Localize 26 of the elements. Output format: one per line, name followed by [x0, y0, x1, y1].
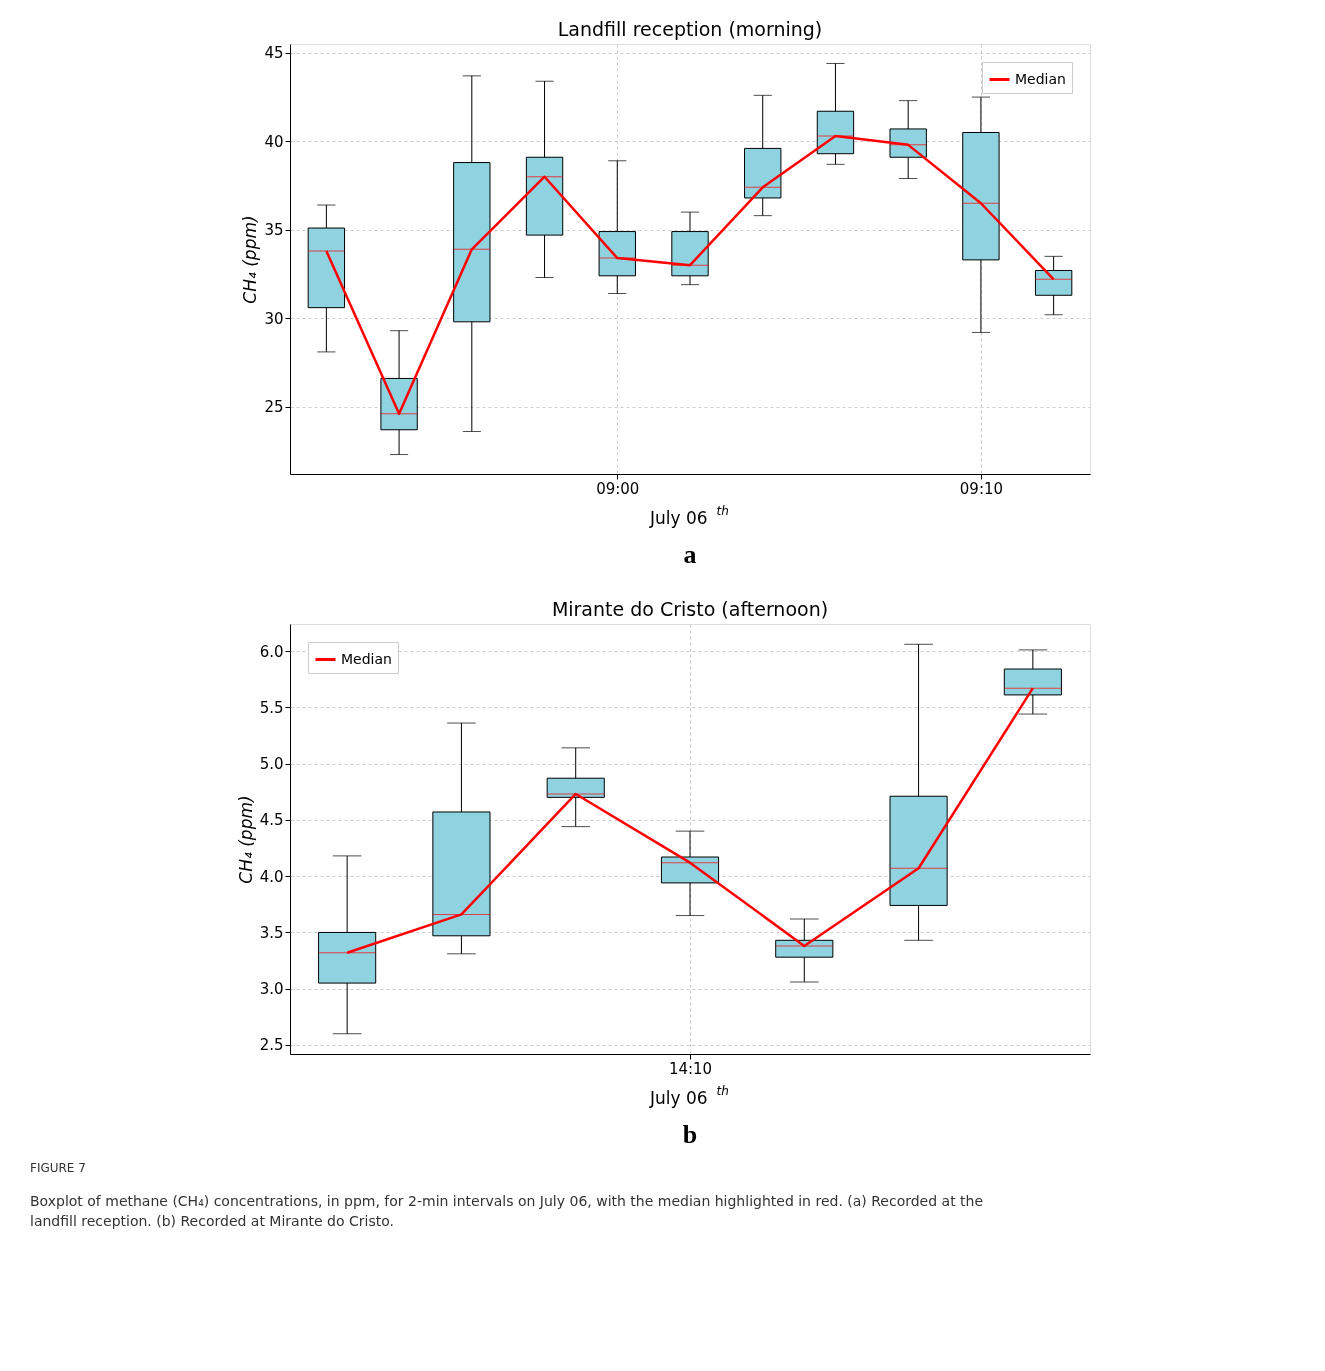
x-tick-label: 09:10: [959, 479, 1004, 498]
y-tick-label: 5.5: [259, 698, 284, 717]
y-axis-title: CH₄ (ppm): [235, 795, 256, 884]
y-tick-label: 4.0: [259, 867, 284, 886]
y-tick-label: 5.0: [259, 755, 284, 774]
x-tick-label: 09:00: [596, 479, 640, 498]
y-axis-title: CH₄ (ppm): [240, 215, 261, 304]
y-tick-label: 3.5: [259, 923, 284, 942]
chart-title: Landfill reception (morning): [557, 18, 823, 40]
legend-label: Median: [1015, 70, 1066, 87]
y-tick-label: 30: [264, 309, 284, 328]
text: b: [682, 1120, 698, 1149]
text: Boxplot of methane (CH₄) concentrations, in ppm, for 2-min intervals on July 06, with the median highlighted in red. (a) Recorded at the landfill reception. (b) Recorded at Mirante do Cristo.: [30, 1193, 984, 1229]
y-tick-label: 3.0: [259, 980, 284, 999]
chart-title: Mirante do Cristo (afternoon): [551, 598, 829, 620]
y-tick-label: 25: [264, 398, 284, 417]
y-tick-label: 2.5: [259, 1036, 284, 1055]
y-tick-label: 45: [264, 44, 284, 63]
y-tick-label: 35: [264, 221, 284, 240]
y-tick-label: 40: [264, 132, 284, 151]
x-tick-label: 14:10: [668, 1059, 713, 1078]
text: a: [683, 540, 697, 569]
caption: FIGURE 7: [30, 1161, 86, 1175]
y-tick-label: 4.5: [259, 811, 284, 830]
legend-label: Median: [341, 650, 392, 667]
y-tick-label: 6.0: [259, 642, 284, 661]
